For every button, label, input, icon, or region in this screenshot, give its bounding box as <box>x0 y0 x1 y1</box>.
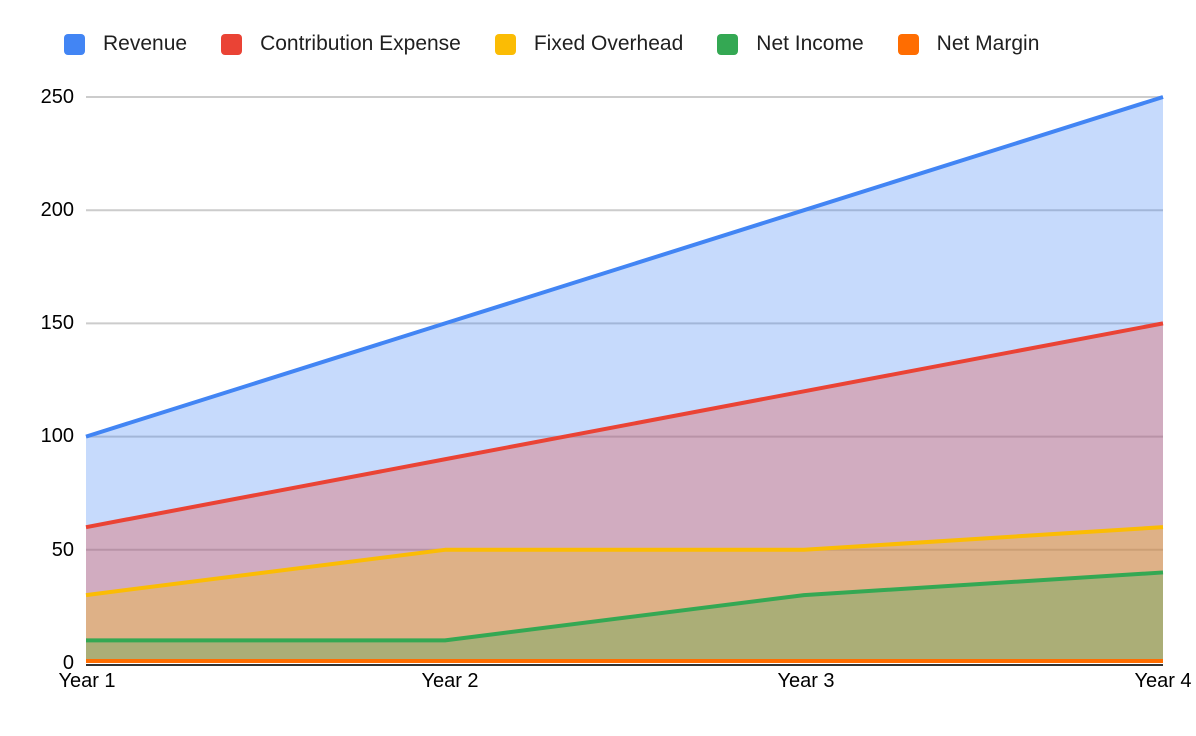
series-line-fixed-overhead <box>85 525 1164 598</box>
y-tick-label: 150 <box>40 312 74 334</box>
legend-swatch-contribution-expense <box>221 33 243 55</box>
y-tick-label: 200 <box>40 199 74 221</box>
y-tick-label: 100 <box>40 425 74 447</box>
y-tick-label: 50 <box>51 539 74 561</box>
legend-label-net-margin: Net Margin <box>936 32 1040 55</box>
legend-item-contribution-expense: Contribution Expense <box>221 32 461 56</box>
y-tick-label: 0 <box>62 652 74 674</box>
x-tick-label: Year 1 <box>58 670 116 692</box>
legend-swatch-net-income <box>717 33 739 55</box>
legend-label-fixed-overhead: Fixed Overhead <box>533 32 684 55</box>
series-line-contribution-expense <box>85 321 1164 530</box>
chart-legend: Revenue Contribution Expense Fixed Overh… <box>64 32 1039 56</box>
area-fill-revenue <box>86 97 1163 663</box>
legend-item-net-margin: Net Margin <box>897 32 1040 56</box>
legend-item-revenue: Revenue <box>64 32 187 56</box>
y-tick-label: 250 <box>40 86 74 108</box>
legend-label-net-income: Net Income <box>756 32 864 55</box>
legend-swatch-net-margin <box>897 33 919 55</box>
x-tick-label: Year 4 <box>1134 670 1192 692</box>
series-line-net-income <box>86 570 1164 643</box>
legend-item-fixed-overhead: Fixed Overhead <box>494 32 684 56</box>
legend-swatch-revenue <box>64 33 85 55</box>
legend-label-revenue: Revenue <box>103 32 188 55</box>
legend-label-contribution-expense: Contribution Expense <box>260 32 461 55</box>
legend-swatch-fixed-overhead <box>494 33 516 55</box>
legend-item-net-income: Net Income <box>717 32 864 56</box>
series-line-revenue <box>85 95 1164 439</box>
x-tick-label: Year 2 <box>421 670 479 692</box>
x-tick-label: Year 3 <box>777 670 835 692</box>
area-fill-contribution-expense <box>86 323 1163 663</box>
